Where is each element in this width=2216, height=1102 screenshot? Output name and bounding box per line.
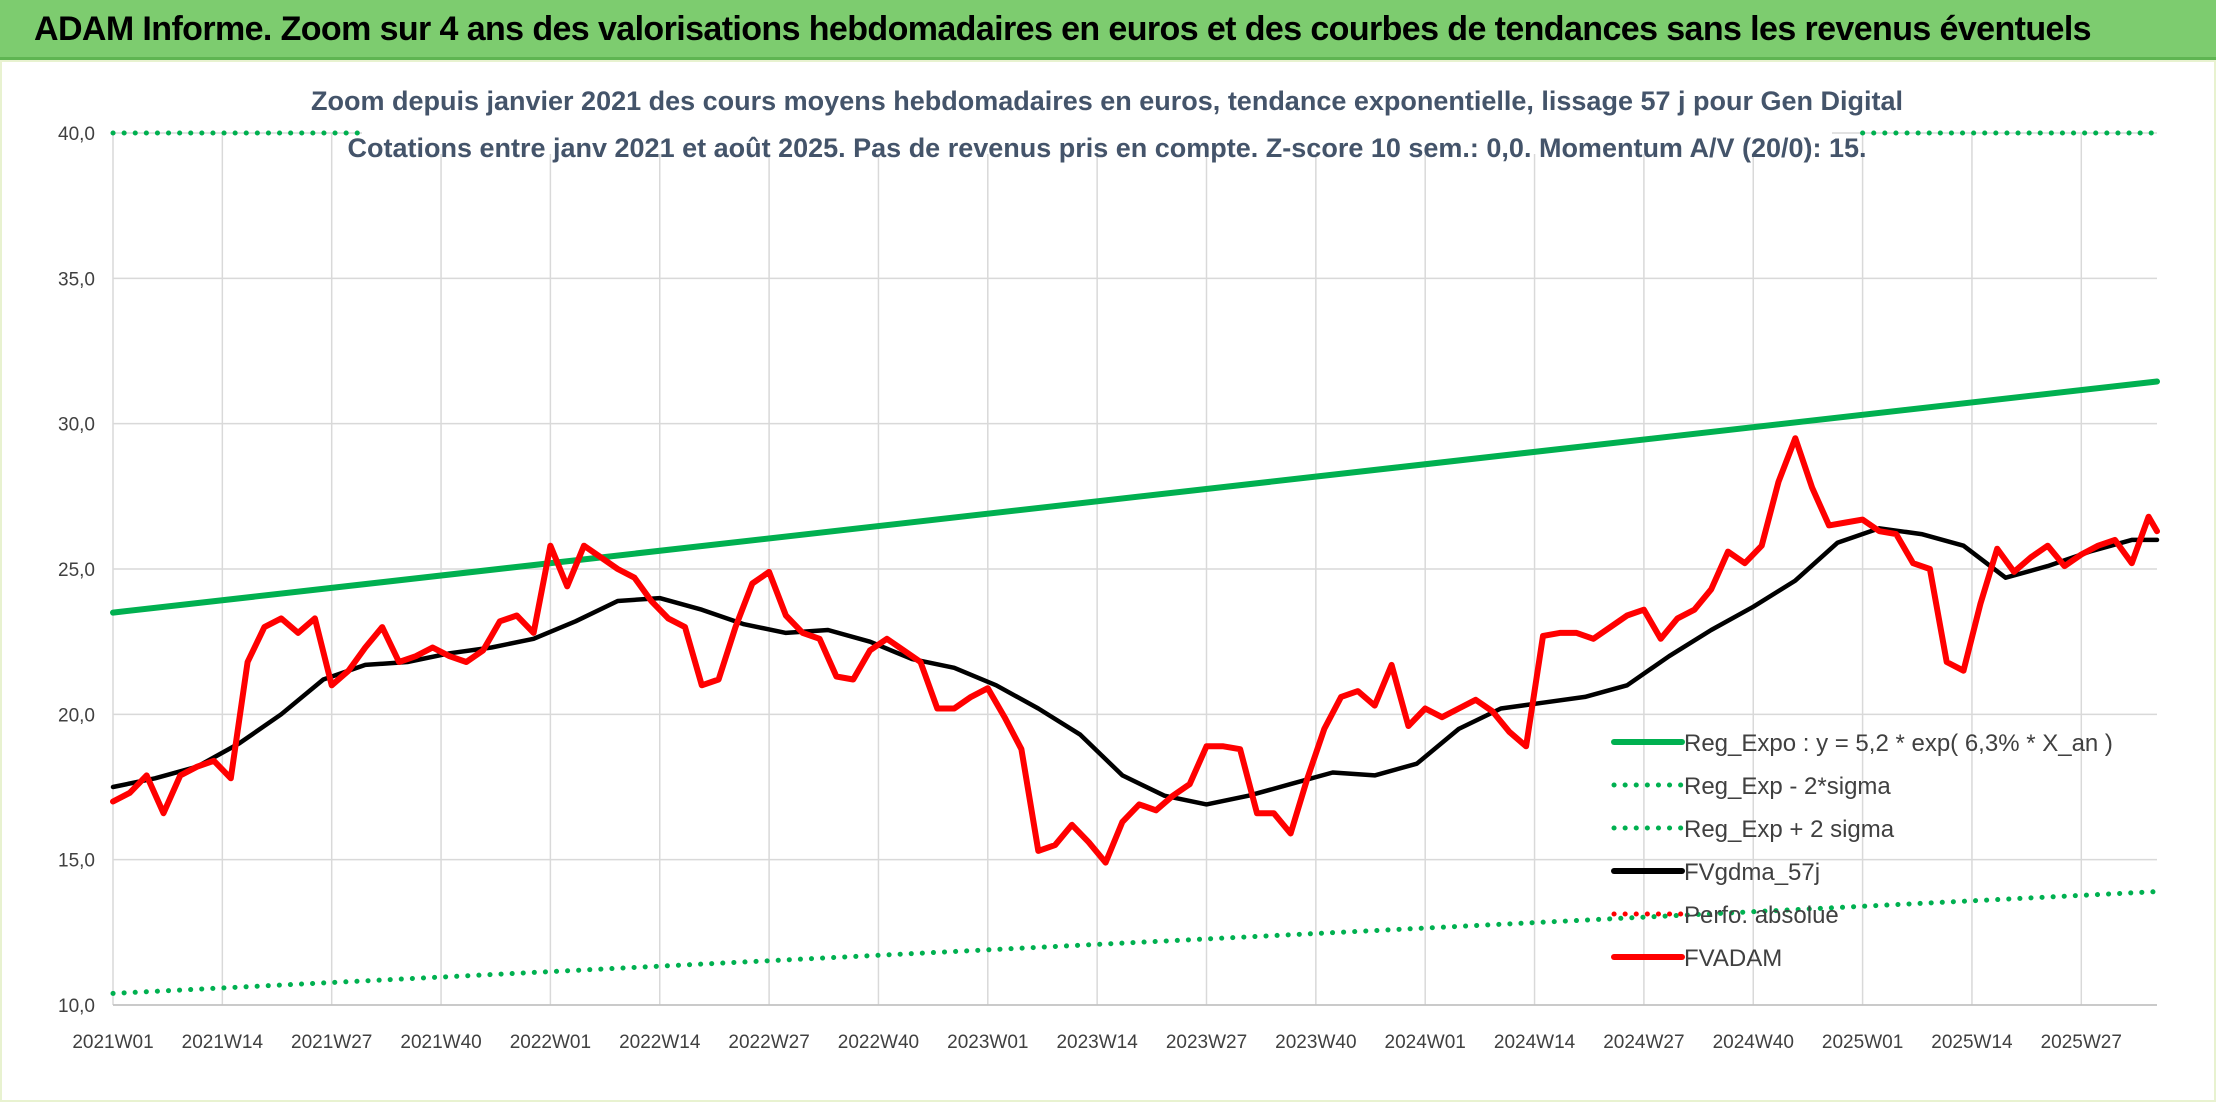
y-tick-label: 40,0 [58, 124, 95, 145]
y-tick-label: 25,0 [58, 560, 95, 581]
legend: Reg_Expo : y = 5,2 * exp( 6,3% * X_an ) R… [1611, 730, 2113, 972]
legend-entry: Reg_Exp - 2*sigma [1684, 773, 1891, 800]
x-tick-label: 2023W01 [947, 1032, 1028, 1053]
x-tick-label: 2023W40 [1275, 1032, 1356, 1053]
x-tick-label: 2024W27 [1603, 1032, 1684, 1053]
series-layer [110, 130, 2160, 996]
x-tick-label: 2021W40 [400, 1032, 481, 1053]
chart-subtitle: Cotations entre janv 2021 et août 2025. … [347, 133, 1866, 163]
report-title: ADAM Informe. Zoom sur 4 ans des valoris… [34, 10, 2092, 48]
series-line [110, 889, 2160, 996]
title-backdrop [362, 68, 1832, 154]
grid [112, 132, 2157, 1006]
legend-entry: Reg_Exp + 2 sigma [1684, 816, 1895, 843]
y-tick-label: 20,0 [58, 705, 95, 726]
y-tick-label: 30,0 [58, 415, 95, 436]
x-tick-label: 2023W14 [1056, 1032, 1138, 1053]
y-tick-label: 35,0 [58, 269, 95, 290]
series-line [110, 526, 2160, 807]
legend-entry: FVgdma_57j [1684, 859, 1820, 886]
report-banner: ADAM Informe. Zoom sur 4 ans des valoris… [0, 0, 2216, 60]
legend-entry: FVADAM [1684, 945, 1782, 972]
x-tick-label: 2021W27 [291, 1032, 372, 1053]
x-tick-label: 2025W27 [2041, 1032, 2122, 1053]
y-tick-label: 10,0 [58, 996, 95, 1017]
x-tick-label: 2022W27 [728, 1032, 809, 1053]
chart-title: Zoom depuis janvier 2021 des cours moyen… [311, 86, 1903, 116]
legend-entry: Perfo. absolue [1684, 902, 1839, 929]
y-tick-label: 15,0 [58, 851, 95, 872]
x-tick-label: 2024W14 [1494, 1032, 1576, 1053]
line-chart: 10,0 15,0 20,0 25,0 30,0 35,0 40,0 2021W01 2021W… [58, 68, 2160, 1053]
x-tick-label: 2024W40 [1713, 1032, 1794, 1053]
chart-area: 10,0 15,0 20,0 25,0 30,0 35,0 40,0 2021W01 2021W… [0, 60, 2216, 1102]
axis-labels: 10,0 15,0 20,0 25,0 30,0 35,0 40,0 2021W01 2021W… [58, 124, 2122, 1053]
x-tick-label: 2022W14 [619, 1032, 701, 1053]
x-tick-label: 2022W40 [838, 1032, 919, 1053]
x-tick-label: 2025W01 [1822, 1032, 1903, 1053]
series-line [110, 378, 2160, 616]
x-tick-label: 2024W01 [1385, 1032, 1466, 1053]
legend-entry: Reg_Expo : y = 5,2 * exp( 6,3% * X_an ) [1684, 730, 2113, 757]
x-tick-label: 2022W01 [510, 1032, 591, 1053]
x-tick-label: 2025W14 [1931, 1032, 2013, 1053]
x-tick-label: 2021W14 [182, 1032, 264, 1053]
x-tick-label: 2023W27 [1166, 1032, 1247, 1053]
series-line [110, 435, 2160, 866]
x-tick-label: 2021W01 [72, 1032, 153, 1053]
